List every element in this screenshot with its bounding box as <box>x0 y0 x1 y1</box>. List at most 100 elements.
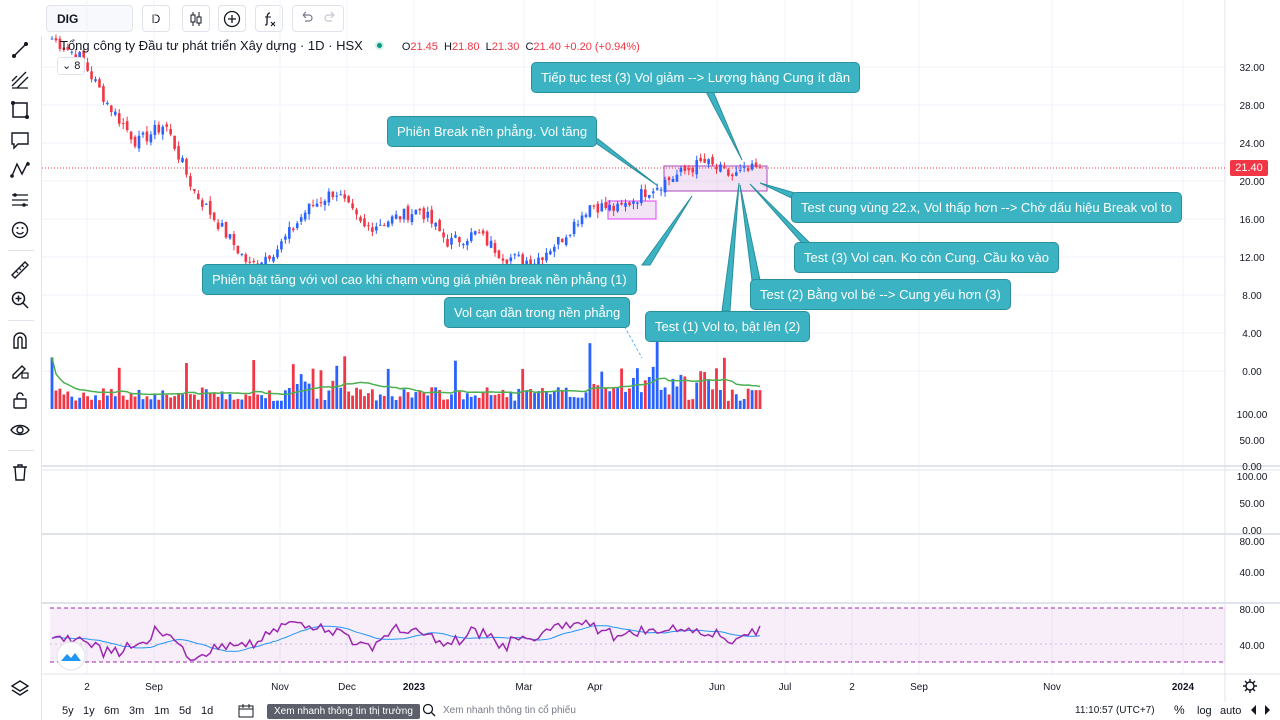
annotation-test2[interactable]: Test (2) Bằng vol bé --> Cung yếu hơn (3… <box>750 279 1011 310</box>
volume-bar <box>726 400 730 409</box>
legend-title: Tổng công ty Đầu tư phát triển Xây dựng … <box>60 38 363 53</box>
range-5y[interactable]: 5y <box>62 705 74 717</box>
candle-body <box>493 242 497 253</box>
emoji-icon[interactable] <box>8 218 32 242</box>
volume-bar <box>173 396 177 409</box>
candle-body <box>497 250 501 258</box>
volume-bar <box>117 367 121 409</box>
annotation-test3-vol-can[interactable]: Test (3) Vol cạn. Ko còn Cung. Cầu ko và… <box>794 242 1059 273</box>
candle-body <box>588 205 592 217</box>
candle-body <box>113 111 117 115</box>
log-toggle[interactable]: log <box>1197 705 1212 717</box>
volume-bar <box>699 371 703 409</box>
annotation-test-cung[interactable]: Test cung vùng 22.x, Vol thấp hơn --> Ch… <box>791 192 1182 223</box>
price-axis[interactable]: 32.00 28.00 24.00 20.00 16.00 12.00 8.00 4.00 0.… <box>1237 63 1268 652</box>
candle-body <box>288 227 291 239</box>
logo-badge[interactable] <box>56 641 86 671</box>
volume-bar <box>600 371 604 409</box>
lock-drawing-icon[interactable] <box>8 358 32 382</box>
layers-icon[interactable] <box>8 676 32 700</box>
toolbar-divider <box>8 250 34 251</box>
time-axis-label: Mar <box>515 682 533 693</box>
redo-icon[interactable] <box>323 10 338 27</box>
drawing-toolbar <box>0 0 42 720</box>
percent-toggle[interactable]: % <box>1174 703 1185 717</box>
volume-bar <box>584 392 588 409</box>
candle-body <box>758 167 762 169</box>
range-1y[interactable]: 1y <box>83 705 95 717</box>
candle-body <box>703 158 706 163</box>
range-3m[interactable]: 3m <box>129 705 145 717</box>
volume-bar <box>758 390 762 409</box>
candlestick-icon[interactable] <box>182 5 210 32</box>
range-1m[interactable]: 1m <box>154 705 170 717</box>
candle-body <box>746 168 750 171</box>
range-5d[interactable]: 5d <box>179 705 192 717</box>
volume-bar <box>291 364 295 409</box>
undo-icon[interactable] <box>299 10 313 27</box>
volume-bar <box>723 357 726 409</box>
plus-circle-icon[interactable] <box>218 5 246 32</box>
calendar-icon[interactable] <box>238 703 254 720</box>
chart-legend[interactable]: Tổng công ty Đầu tư phát triển Xây dựng … <box>60 38 640 53</box>
volume-bar <box>418 391 422 409</box>
annotation-phien-bat-tang[interactable]: Phiên bật tăng với vol cao khi chạm vùng… <box>202 264 637 295</box>
zoom-in-icon[interactable] <box>8 288 32 312</box>
annotation-text-icon[interactable] <box>8 128 32 152</box>
indicators-collapse-button[interactable]: ⌄ 8 <box>57 57 86 75</box>
volume-bar <box>450 394 453 409</box>
range-1d[interactable]: 1d <box>201 705 214 717</box>
volume-bar <box>192 394 196 409</box>
volume-bar <box>161 390 165 409</box>
volume-bar <box>276 400 279 409</box>
candle-body <box>303 212 307 220</box>
market-news-button[interactable]: Xem nhanh thông tin thị trường <box>267 704 420 719</box>
annotation-test3-vol-giam[interactable]: Tiếp tục test (3) Vol giảm --> Lượng hàn… <box>531 62 861 93</box>
volume-bar <box>695 382 699 409</box>
annotation-test1[interactable]: Test (1) Vol to, bật lên (2) <box>645 311 811 342</box>
volume-bar <box>331 380 335 409</box>
chart-canvas[interactable]: 32.0028.0024.0020.0016.0012.008.004.000.… <box>42 0 1280 720</box>
candle-body <box>584 214 588 217</box>
range-6m[interactable]: 6m <box>104 705 120 717</box>
candle-body <box>636 202 639 204</box>
volume-bar <box>683 376 687 409</box>
time-axis[interactable]: 2 Sep Nov Dec 2023 Mar Apr Jun Jul 2 Sep Nov 2024 <box>84 682 1194 693</box>
gear-icon[interactable] <box>1243 679 1257 693</box>
pattern-icon[interactable] <box>8 158 32 182</box>
legend-ohlc: O21.45 H21.80 L21.30 C21.40 +0.20 (+0.94… <box>401 41 640 53</box>
search-icon[interactable] <box>422 703 436 720</box>
volume-bar <box>149 399 153 409</box>
volume-bar <box>517 388 521 409</box>
eye-icon[interactable] <box>8 418 32 442</box>
candle-body <box>556 237 560 245</box>
resistance-range-box[interactable] <box>663 165 768 192</box>
ruler-icon[interactable] <box>8 258 32 282</box>
scroll-left-icon[interactable] <box>1249 704 1257 719</box>
lock-icon[interactable] <box>8 388 32 412</box>
symbol-search[interactable]: DIG <box>46 5 133 32</box>
fib-tools-icon[interactable] <box>8 68 32 92</box>
volume-bar <box>90 399 93 409</box>
shapes-icon[interactable] <box>8 98 32 122</box>
trash-icon[interactable] <box>8 460 32 484</box>
candle-body <box>106 102 109 105</box>
interval-button[interactable]: D <box>142 5 170 32</box>
scroll-right-icon[interactable] <box>1264 704 1272 719</box>
candle-body <box>719 164 722 172</box>
stock-news-search[interactable]: Xem nhanh thông tin cổ phiếu <box>443 705 576 716</box>
base-range-box[interactable] <box>607 200 657 220</box>
candle-body <box>141 132 145 135</box>
annotation-phien-break[interactable]: Phiên Break nền phẳng. Vol tăng <box>387 116 598 147</box>
candle-body <box>181 158 184 163</box>
volume-bar <box>410 397 414 409</box>
auto-toggle[interactable]: auto <box>1220 705 1242 717</box>
candle-body <box>754 162 758 168</box>
volume-bar <box>82 392 86 409</box>
price-axis-label: 20.00 <box>1239 177 1264 188</box>
indicators-icon[interactable] <box>255 5 283 32</box>
trend-line-icon[interactable] <box>8 38 32 62</box>
magnet-icon[interactable] <box>8 328 32 352</box>
annotation-vol-can-dan[interactable]: Vol cạn dần trong nền phẳng <box>444 297 631 328</box>
prediction-icon[interactable] <box>8 188 32 212</box>
